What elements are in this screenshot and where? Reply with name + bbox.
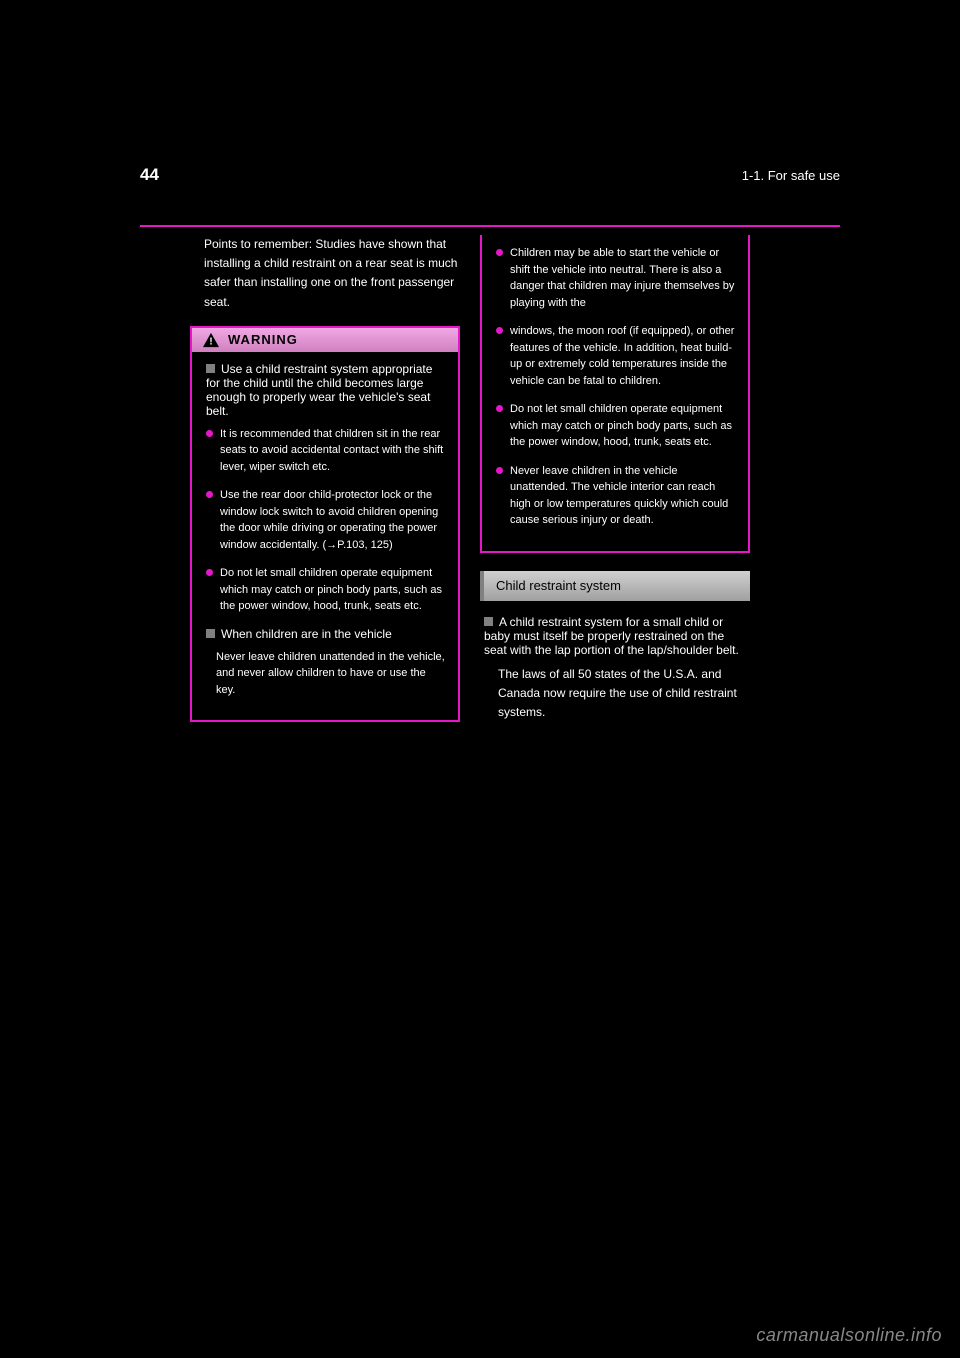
watermark: carmanualsonline.info bbox=[756, 1325, 942, 1346]
bullet-icon bbox=[496, 467, 503, 474]
left-column: Points to remember: Studies have shown t… bbox=[190, 235, 460, 722]
warning-label: WARNING bbox=[228, 332, 298, 347]
svg-text:!: ! bbox=[209, 336, 212, 347]
bullet-icon bbox=[496, 327, 503, 334]
bullet-text: Do not let small children operate equipm… bbox=[510, 403, 732, 448]
bullet-icon bbox=[496, 405, 503, 412]
manual-page: 44 1-1. For safe use Points to remember:… bbox=[0, 0, 960, 1358]
bullet-text: Use the rear door child-protector lock o… bbox=[220, 489, 438, 551]
section-title-text: Use a child restraint system appropriate… bbox=[206, 362, 432, 418]
warning-section-title: When children are in the vehicle bbox=[202, 627, 448, 641]
sub-title-text: A child restraint system for a small chi… bbox=[484, 615, 739, 657]
sub-section-title: A child restraint system for a small chi… bbox=[484, 615, 750, 657]
right-column: Children may be able to start the vehicl… bbox=[480, 235, 750, 722]
page-header: 44 1-1. For safe use bbox=[140, 165, 840, 185]
list-item: Never leave children in the vehicle unat… bbox=[496, 463, 738, 529]
bullet-text: windows, the moon roof (if equipped), or… bbox=[510, 325, 734, 387]
bullet-icon bbox=[206, 430, 213, 437]
warning-triangle-icon: ! bbox=[202, 332, 220, 348]
list-item: Do not let small children operate equipm… bbox=[496, 401, 738, 451]
content-columns: Points to remember: Studies have shown t… bbox=[190, 235, 840, 722]
list-item: Children may be able to start the vehicl… bbox=[496, 245, 738, 311]
warning-text: Never leave children unattended in the v… bbox=[202, 649, 448, 699]
section-title-text: When children are in the vehicle bbox=[221, 627, 392, 641]
section-heading: Child restraint system bbox=[496, 578, 621, 593]
warning-body: Use a child restraint system appropriate… bbox=[192, 352, 458, 721]
list-item: windows, the moon roof (if equipped), or… bbox=[496, 323, 738, 389]
page-number: 44 bbox=[140, 165, 159, 185]
sub-section-body: The laws of all 50 states of the U.S.A. … bbox=[484, 665, 750, 723]
square-marker-icon bbox=[206, 364, 215, 373]
bullet-icon bbox=[206, 569, 213, 576]
bullet-text: It is recommended that children sit in t… bbox=[220, 428, 443, 473]
warning-box: ! WARNING Use a child restraint system a… bbox=[190, 326, 460, 723]
list-item: Use the rear door child-protector lock o… bbox=[206, 487, 448, 553]
bullet-icon bbox=[206, 491, 213, 498]
square-marker-icon bbox=[206, 629, 215, 638]
sub-section: A child restraint system for a small chi… bbox=[480, 615, 750, 723]
square-marker-icon bbox=[484, 617, 493, 626]
warning-bullet-list: It is recommended that children sit in t… bbox=[202, 426, 448, 615]
intro-paragraph: Points to remember: Studies have shown t… bbox=[190, 235, 460, 312]
warning-box-continued: Children may be able to start the vehicl… bbox=[480, 235, 750, 553]
warning-section-title: Use a child restraint system appropriate… bbox=[202, 362, 448, 418]
warning-bullet-list: Children may be able to start the vehicl… bbox=[492, 245, 738, 529]
bullet-text: Do not let small children operate equipm… bbox=[220, 567, 442, 612]
bullet-text: Never leave children in the vehicle unat… bbox=[510, 465, 728, 527]
list-item: It is recommended that children sit in t… bbox=[206, 426, 448, 476]
bullet-icon bbox=[496, 249, 503, 256]
section-heading-bar: Child restraint system bbox=[480, 571, 750, 601]
bullet-text: Children may be able to start the vehicl… bbox=[510, 247, 734, 309]
list-item: Do not let small children operate equipm… bbox=[206, 565, 448, 615]
header-rule bbox=[140, 225, 840, 227]
warning-header: ! WARNING bbox=[192, 328, 458, 352]
chapter-reference: 1-1. For safe use bbox=[742, 168, 840, 183]
